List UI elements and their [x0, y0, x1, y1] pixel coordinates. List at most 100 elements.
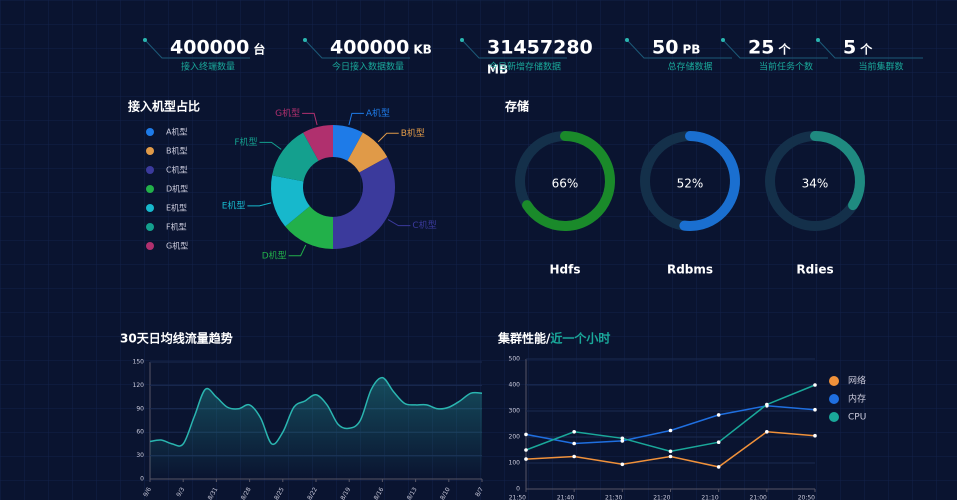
stat-value: 400000 [330, 37, 409, 59]
line-point [813, 407, 817, 412]
legend-dot [829, 412, 839, 422]
y-tick-label: 30 [136, 452, 144, 459]
leader-line [259, 141, 282, 150]
stat-underline [144, 39, 250, 59]
y-tick-label: 90 [136, 405, 144, 412]
panel-title: 30天日均线流量趋势 [120, 331, 233, 346]
stat-label: 接入终端数量 [181, 61, 235, 73]
legend-label: C机型 [166, 165, 188, 175]
gauge-arc [679, 131, 740, 231]
stat-unit: 个 [859, 42, 873, 57]
legend-dot [146, 223, 154, 231]
stat-unit: MB [487, 63, 508, 77]
line-point [524, 448, 528, 452]
x-tick-label: 21:10 [701, 495, 718, 500]
legend-label: E机型 [166, 203, 187, 213]
donut-slice [333, 157, 396, 249]
line-point [620, 439, 625, 443]
stat-dot [625, 38, 629, 42]
stat-dot [143, 38, 147, 42]
panel-subtitle: 近一个小时 [550, 331, 610, 346]
line-point [716, 413, 721, 417]
line-point [668, 449, 673, 454]
donut-slice [285, 206, 333, 249]
leader-line [302, 112, 318, 126]
line-point [765, 402, 769, 407]
leader-line [377, 132, 399, 143]
leader-line [387, 219, 411, 227]
line-point [620, 462, 625, 467]
leader-line [348, 112, 364, 126]
stat-underline [461, 39, 567, 59]
y-tick-label: 400 [509, 382, 521, 389]
legend-label: D机型 [166, 184, 188, 194]
gauge-label: 66% [552, 177, 579, 191]
stat-dot [460, 38, 464, 42]
gauge-name: Rdies [796, 263, 833, 277]
x-tick-label: 21:20 [653, 495, 670, 500]
gauge-arc [810, 131, 865, 211]
stat-dot [816, 38, 820, 42]
line-point [813, 383, 817, 387]
y-tick-label: 500 [509, 356, 521, 363]
slice-label: C机型 [412, 219, 436, 231]
x-tick-label: 21:00 [750, 495, 767, 500]
line-point [572, 441, 576, 446]
header-glow [178, 0, 778, 40]
stat-label: 今日接入数据数量 [332, 61, 404, 73]
stat-unit: 个 [777, 42, 791, 57]
gauge-label: 52% [677, 177, 704, 191]
stat-value: 31457280 [487, 37, 593, 59]
line-point [572, 454, 576, 459]
panel-title: 存储 [504, 99, 529, 114]
gauge-arc [522, 131, 615, 231]
line-point [716, 465, 721, 469]
y-tick-label: 0 [516, 486, 520, 493]
slice-label: F机型 [234, 136, 257, 148]
y-tick-label: 120 [133, 382, 145, 389]
slice-label: A机型 [366, 107, 390, 119]
donut-slice [303, 125, 333, 161]
stat-label: 今日新增存储数据 [489, 61, 561, 73]
stat-label: 当前集群数 [858, 61, 903, 73]
stat-label: 当前任务个数 [759, 61, 813, 73]
line-point [716, 440, 721, 445]
legend-dot [146, 128, 154, 136]
y-tick-label: 100 [509, 460, 521, 467]
stat-underline [722, 39, 828, 59]
legend-dot [146, 242, 154, 250]
donut-slice [333, 125, 363, 161]
x-tick-label: 9/3 [175, 486, 186, 498]
stat-value: 50 [652, 37, 678, 59]
stat-dot [303, 38, 307, 42]
slice-label: E机型 [222, 199, 246, 211]
x-tick-label: 21:30 [605, 495, 622, 500]
line-point [668, 454, 673, 459]
slice-label: D机型 [262, 249, 287, 261]
panel-title: 集群性能/ [497, 331, 551, 346]
stat-unit: 台 [253, 42, 265, 57]
legend-dot [829, 376, 839, 386]
stat-underline [304, 39, 410, 59]
donut-slice [271, 175, 310, 227]
legend-label: F机型 [166, 222, 187, 232]
stat-underline [817, 39, 923, 59]
legend-dot [146, 204, 154, 212]
stat-unit: PB [682, 43, 700, 57]
y-tick-label: 150 [133, 359, 145, 366]
y-tick-label: 60 [136, 429, 144, 436]
stat-value: 400000 [170, 37, 249, 59]
line-point [524, 457, 528, 461]
legend-dot [146, 185, 154, 193]
legend-dot [146, 166, 154, 174]
leader-line [288, 244, 307, 257]
legend-label: B机型 [166, 146, 188, 156]
legend-label: G机型 [166, 241, 188, 251]
legend-dot [829, 394, 839, 404]
y-tick-label: 0 [140, 476, 144, 483]
x-tick-label: 21:40 [557, 495, 574, 500]
line-area [150, 377, 482, 479]
x-tick-label: 21:50 [509, 495, 526, 500]
gauge-name: Hdfs [550, 263, 581, 277]
